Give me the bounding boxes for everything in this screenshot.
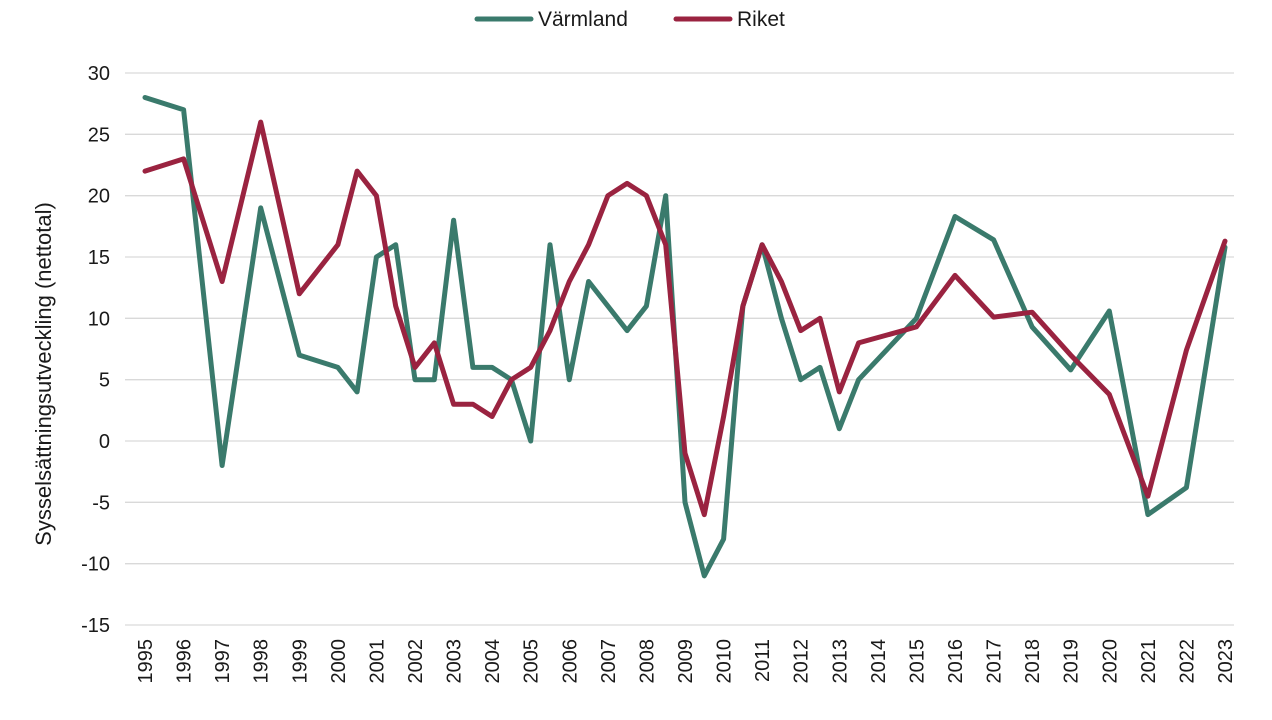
x-tick-label: 2009 bbox=[675, 639, 697, 684]
x-tick-labels: 1995 1996 1997 1998 1999 2000 2001 2002 2003 2004… bbox=[135, 639, 1237, 684]
x-tick-label: 2023 bbox=[1215, 639, 1237, 684]
x-tick-label: 2014 bbox=[868, 639, 890, 684]
x-tick-label: 2013 bbox=[829, 639, 851, 684]
series-line-0 bbox=[142, 95, 1228, 579]
y-tick-label: -15 bbox=[81, 615, 110, 637]
x-tick-label: 1997 bbox=[212, 639, 234, 684]
x-tick-label: 2017 bbox=[984, 639, 1006, 684]
y-tick-label: -10 bbox=[81, 554, 110, 576]
x-tick-label: 1999 bbox=[289, 639, 311, 684]
x-tick-label: 2018 bbox=[1022, 639, 1044, 684]
y-tick-label: 10 bbox=[88, 308, 110, 330]
y-tick-label: 30 bbox=[88, 63, 110, 85]
series-line-1 bbox=[142, 119, 1228, 518]
y-tick-label: 15 bbox=[88, 247, 110, 269]
y-tick-label: 0 bbox=[99, 431, 110, 453]
x-tick-label: 2011 bbox=[752, 639, 774, 682]
y-axis-label: Sysselsättningsutveckling (nettotal) bbox=[31, 202, 56, 546]
y-tick-label: 20 bbox=[88, 186, 110, 208]
legend-label-1: Riket bbox=[737, 8, 785, 31]
x-tick-label: 2003 bbox=[444, 639, 466, 684]
x-tick-label: 2019 bbox=[1061, 639, 1083, 684]
series-lines bbox=[142, 95, 1228, 579]
x-tick-label: 2005 bbox=[521, 639, 543, 684]
x-tick-label: 2000 bbox=[328, 639, 350, 684]
y-tick-label: 5 bbox=[99, 370, 110, 392]
x-tick-label: 2022 bbox=[1176, 639, 1198, 684]
x-tick-label: 2012 bbox=[791, 639, 813, 684]
x-tick-label: 2007 bbox=[598, 639, 620, 684]
x-tick-label: 1998 bbox=[251, 639, 273, 684]
legend-label-0: Värmland bbox=[538, 8, 628, 31]
x-tick-label: 1996 bbox=[174, 639, 196, 684]
x-tick-label: 1995 bbox=[135, 639, 157, 684]
y-tick-labels: -15 -10 -5 0 5 10 15 20 25 30 bbox=[81, 63, 110, 637]
y-tick-label: 25 bbox=[88, 124, 110, 146]
x-tick-label: 2020 bbox=[1099, 639, 1121, 684]
y-tick-label: -5 bbox=[92, 492, 110, 514]
x-tick-label: 2010 bbox=[714, 639, 736, 684]
x-tick-label: 2008 bbox=[636, 639, 658, 684]
x-tick-label: 2004 bbox=[482, 639, 504, 684]
x-tick-label: 2021 bbox=[1138, 639, 1160, 684]
x-tick-label: 2015 bbox=[906, 639, 928, 684]
x-tick-label: 2001 bbox=[366, 639, 388, 684]
x-tick-label: 2002 bbox=[405, 639, 427, 684]
legend: Värmland Riket bbox=[474, 8, 785, 31]
x-tick-label: 2006 bbox=[559, 639, 581, 684]
x-tick-label: 2016 bbox=[945, 639, 967, 684]
